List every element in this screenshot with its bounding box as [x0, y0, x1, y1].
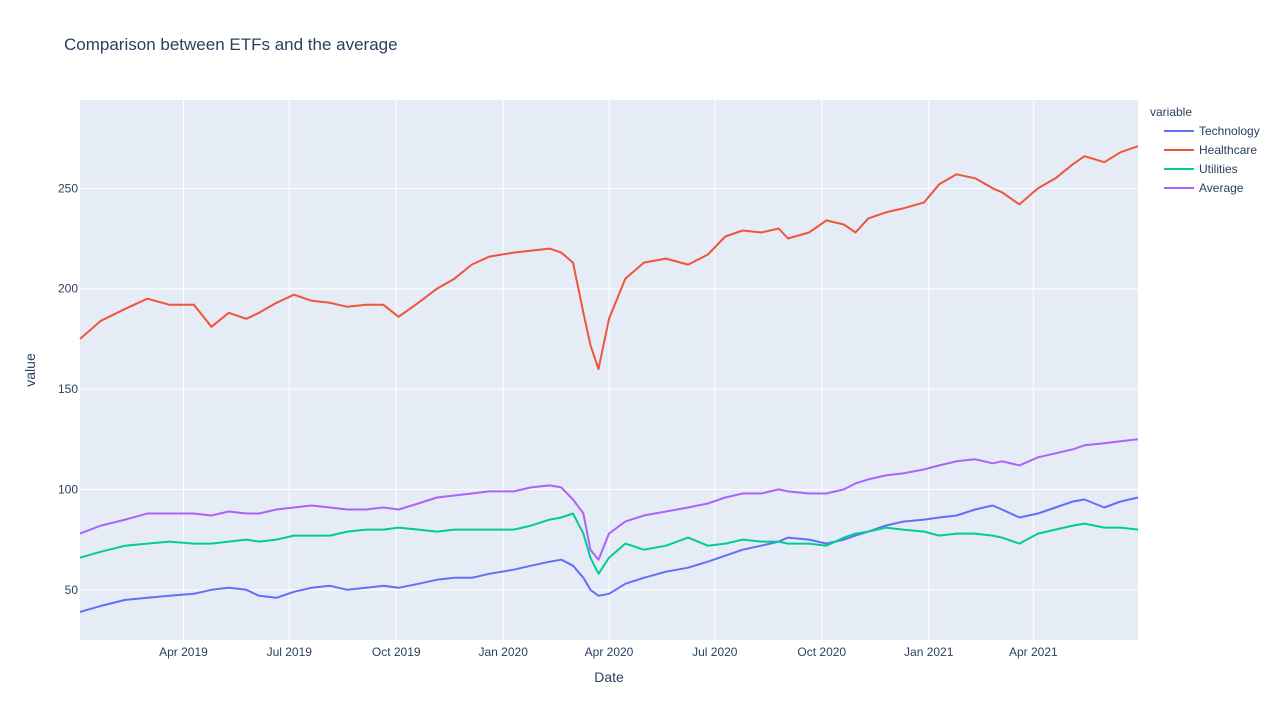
y-tick-label: 200 — [58, 282, 78, 296]
y-axis-ticks: 50 100 150 200 250 — [58, 181, 78, 596]
x-tick-label: Apr 2020 — [585, 645, 634, 659]
legend-label: Healthcare — [1199, 143, 1257, 157]
x-tick-label: Jan 2020 — [479, 645, 529, 659]
series-lines — [79, 145, 1139, 613]
x-tick-label: Oct 2020 — [797, 645, 846, 659]
x-tick-label: Jul 2019 — [267, 645, 313, 659]
legend-label: Technology — [1199, 124, 1260, 138]
y-axis-title: value — [22, 353, 38, 387]
series-line-technology — [79, 496, 1139, 613]
x-tick-label: Apr 2021 — [1009, 645, 1058, 659]
series-line-healthcare — [79, 145, 1139, 370]
legend: variable Technology Healthcare Utilities Av… — [1150, 105, 1260, 195]
y-tick-label: 250 — [58, 181, 78, 195]
legend-label: Average — [1199, 181, 1244, 195]
x-axis-ticks: Apr 2019 Jul 2019 Oct 2019 Jan 2020 Apr 2020… — [159, 645, 1058, 659]
y-tick-label: 150 — [58, 382, 78, 396]
legend-item-healthcare[interactable]: Healthcare — [1164, 143, 1257, 157]
y-tick-label: 50 — [65, 583, 79, 597]
grid-lines — [80, 100, 1138, 640]
legend-item-average[interactable]: Average — [1164, 181, 1244, 195]
x-tick-label: Apr 2019 — [159, 645, 208, 659]
series-line-average — [79, 438, 1139, 561]
legend-item-technology[interactable]: Technology — [1164, 124, 1260, 138]
x-tick-label: Jan 2021 — [904, 645, 954, 659]
series-line-utilities — [79, 512, 1139, 575]
x-tick-label: Oct 2019 — [372, 645, 421, 659]
y-tick-label: 100 — [58, 482, 78, 496]
x-tick-label: Jul 2020 — [692, 645, 738, 659]
legend-title: variable — [1150, 105, 1192, 119]
legend-label: Utilities — [1199, 162, 1238, 176]
x-axis-title: Date — [594, 669, 624, 685]
chart-title: Comparison between ETFs and the average — [64, 35, 398, 54]
legend-item-utilities[interactable]: Utilities — [1164, 162, 1238, 176]
